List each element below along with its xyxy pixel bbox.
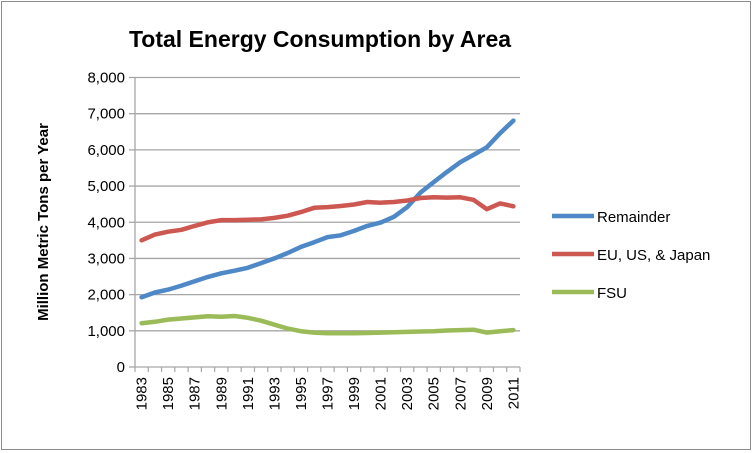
y-tick-label: 7,000	[87, 106, 125, 123]
series-lines	[139, 118, 516, 336]
x-tick-labels: 1983 1985 1987 1989 1991 1993 1995 1997 1999 2001…	[134, 377, 523, 410]
legend-label: Remainder	[597, 209, 670, 226]
x-tick-label: 1989	[213, 377, 230, 410]
y-tick-label: 2,000	[87, 287, 125, 304]
legend-label: EU, US, & Japan	[597, 247, 710, 264]
x-tick-label: 1991	[240, 377, 257, 410]
y-tick-labels: 0 1,000 2,000 3,000 4,000 5,000 6,000 7,000 8,00…	[87, 70, 125, 377]
x-tick-label: 2011	[505, 377, 522, 409]
legend: Remainder EU, US, & Japan FSU	[552, 209, 710, 302]
x-tick-label: 1995	[293, 377, 310, 410]
x-tick-label: 1997	[320, 377, 337, 410]
x-tick-label: 1985	[160, 377, 177, 410]
x-tick-label: 2007	[452, 377, 469, 410]
y-tick-label: 3,000	[87, 250, 125, 267]
x-tick-label: 2009	[479, 377, 496, 410]
y-tick-label: 5,000	[87, 178, 125, 195]
x-tick-label: 1999	[346, 377, 363, 410]
series-line-fsu	[139, 313, 516, 336]
x-tick-label: 2001	[373, 377, 390, 410]
axes	[134, 77, 521, 372]
x-tick-label: 2005	[426, 377, 443, 410]
y-tick-label: 1,000	[87, 323, 125, 340]
legend-label: FSU	[597, 285, 627, 302]
series-line-eu-us-japan	[139, 195, 516, 243]
y-tick-label: 4,000	[87, 214, 125, 231]
y-tick-label: 8,000	[87, 70, 125, 87]
x-tick-label: 1983	[134, 377, 151, 410]
y-tick-label: 6,000	[87, 142, 125, 159]
gridlines	[129, 76, 520, 368]
series-line-remainder	[139, 118, 516, 300]
x-tick-label: 2003	[399, 377, 416, 410]
y-axis-label: Million Metric Tons per Year	[35, 123, 52, 321]
chart-title: Total Energy Consumption by Area	[129, 26, 511, 52]
x-tick-label: 1993	[266, 377, 283, 410]
x-tick-label: 1987	[187, 377, 204, 410]
y-tick-label: 0	[117, 359, 125, 376]
